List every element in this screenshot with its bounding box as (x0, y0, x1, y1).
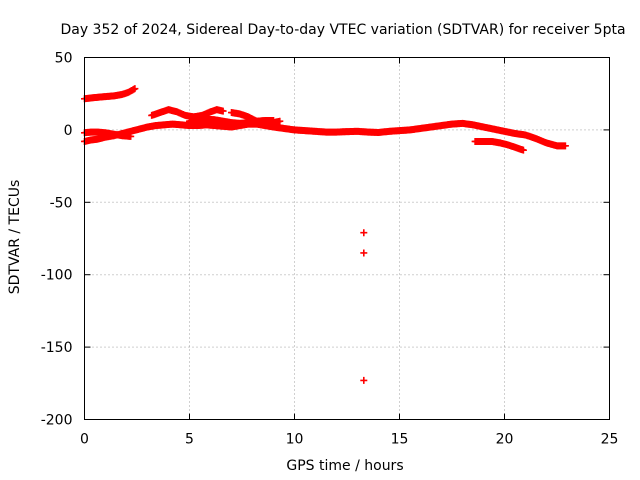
data-point (219, 107, 227, 115)
x-tick-label: 25 (601, 432, 619, 448)
data-point (276, 117, 284, 125)
data-point (519, 146, 527, 154)
y-tick-label: 0 (64, 123, 73, 139)
x-tick-label: 10 (286, 432, 304, 448)
axis-ticks: 0 5 10 15 20 25 -200 -150 -100 -50 0 50 (41, 51, 619, 448)
y-axis-label: SDTVAR / TECUs (7, 180, 23, 295)
data-points (81, 85, 569, 384)
x-tick-label: 5 (185, 432, 194, 448)
plot-frame (84, 57, 610, 420)
y-tick-label: -150 (41, 340, 73, 356)
y-tick-label: -100 (41, 268, 73, 284)
x-tick-label: 20 (496, 432, 514, 448)
x-tick-label: 0 (80, 432, 89, 448)
y-tick-label: 50 (55, 51, 73, 67)
y-tick-label: -50 (50, 195, 73, 211)
data-point (360, 249, 368, 257)
x-axis-label: GPS time / hours (286, 458, 403, 474)
chart-title: Day 352 of 2024, Sidereal Day-to-day VTE… (60, 22, 625, 38)
data-point (360, 376, 368, 384)
data-point (360, 229, 368, 237)
y-tick-label: -200 (41, 413, 73, 429)
data-point (127, 132, 135, 140)
data-point (131, 85, 139, 93)
data-point (561, 142, 569, 150)
x-tick-label: 15 (391, 432, 409, 448)
